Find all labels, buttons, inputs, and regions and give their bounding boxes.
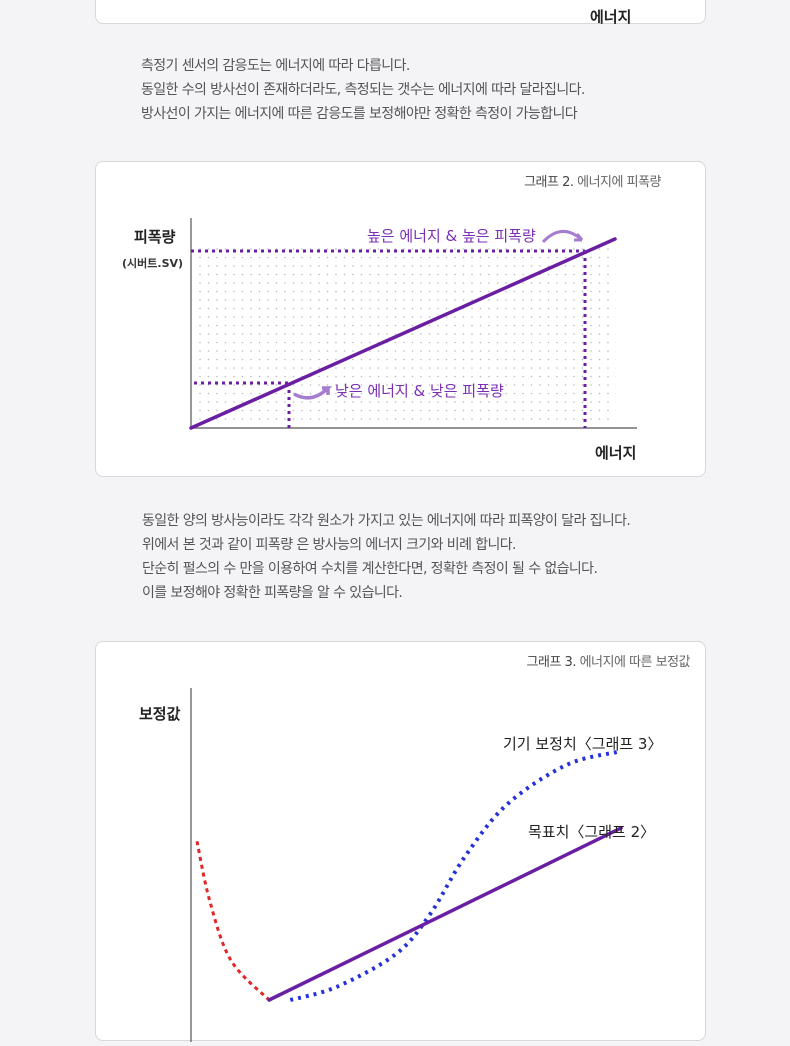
chart-3-series-target-label: 목표치〈그래프 2〉 [528,823,655,841]
chart-card-1: 에너지 [95,0,706,26]
chart-2-svg: 피폭량 (시버트.SV) 에너지 높은 에너지 & 높은 피폭량 낮은 에너지 … [122,218,637,462]
paragraph-line: 위에서 본 것과 같이 피폭량 은 방사능의 에너지 크기와 비례 합니다. [142,537,517,553]
chart-3-caption-number: 그래프 3. [526,655,577,670]
paragraph-line: 방사선이 가지는 에너지에 따른 감응도를 보정해야만 정확한 측정이 가능합니… [141,106,578,122]
chart-3-svg: 보정값 기기 보정치〈그래프 3〉 목표치〈그래프 2〉 [139,688,662,1042]
chart-3-caption: 그래프 3. 에너지에 따른 보정값 [526,651,691,670]
high-annotation-arrow-icon [541,230,584,244]
paragraph-line: 이를 보정해야 정확한 피폭량을 알 수 있습니다. [142,585,403,601]
description-paragraph-1: 측정기 센서의 감응도는 에너지에 따라 다릅니다. 동일한 수의 방사선이 존… [141,54,585,126]
paragraph-line: 동일한 양의 방사능이라도 각각 원소가 가지고 있는 에너지에 따라 피폭양이… [142,513,631,529]
chart-2-x-axis-label: 에너지 [595,444,636,462]
chart-card-3: 그래프 3. 에너지에 따른 보정값 보정값 기기 보정치〈그래프 3〉 목표치… [95,641,706,1042]
chart-1-x-axis-label: 에너지 [590,8,631,25]
paragraph-line: 단순히 펄스의 수 만을 이용하여 수치를 계산한다면, 정확한 측정이 될 수… [142,561,598,577]
chart-2-caption-text: 에너지에 피폭량 [577,175,661,190]
chart-2-caption: 그래프 2. 에너지에 피폭량 [524,171,661,190]
chart-3-series-red-curve [195,840,271,1002]
paragraph-line: 측정기 센서의 감응도는 에너지에 따라 다릅니다. [141,58,410,74]
chart-2-y-axis-unit: (시버트.SV) [122,256,183,270]
chart-2-caption-number: 그래프 2. [524,175,574,190]
chart-3-y-axis-label: 보정값 [139,705,181,723]
chart-3-series-device-label: 기기 보정치〈그래프 3〉 [503,735,662,753]
low-annotation-label: 낮은 에너지 & 낮은 피폭량 [335,382,504,400]
chart-3-series-target [267,826,623,1002]
low-annotation-arrow-icon [293,386,333,400]
high-annotation-label: 높은 에너지 & 높은 피폭량 [367,227,536,245]
chart-1-svg: 에너지 [590,8,631,26]
chart-3-caption-text: 에너지에 따른 보정값 [579,655,691,670]
chart-2-series-line [189,237,617,430]
paragraph-line: 동일한 수의 방사선이 존재하더라도, 측정되는 갯수는 에너지에 따라 달라집… [141,82,585,98]
chart-3-series-device-correction [289,750,618,1002]
chart-2-y-axis-label: 피폭량 [134,228,176,246]
description-paragraph-2: 동일한 양의 방사능이라도 각각 원소가 가지고 있는 에너지에 따라 피폭양이… [142,509,631,605]
chart-card-2: 그래프 2. 에너지에 피폭량 피폭량 (시버트.SV) 에너지 높은 에너지 … [95,161,706,477]
